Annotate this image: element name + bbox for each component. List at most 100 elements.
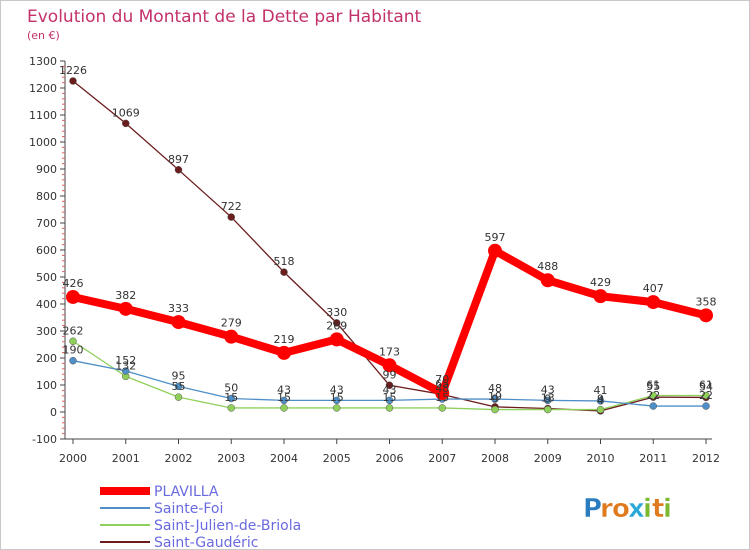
x-tick-label: 2000 xyxy=(59,452,87,465)
data-point xyxy=(702,391,710,400)
data-label: 219 xyxy=(274,333,295,346)
data-point xyxy=(435,386,450,401)
logo-letter: o xyxy=(612,494,630,524)
legend-label: Saint-Julien-de-Briola xyxy=(154,518,301,534)
data-point xyxy=(596,405,605,414)
logo-letter: r xyxy=(600,494,613,524)
data-point xyxy=(227,213,235,221)
logo-letter: i xyxy=(643,494,652,524)
logo-letter: t xyxy=(652,494,664,524)
y-tick-label: 500 xyxy=(36,271,57,284)
proxiti-logo: Pr oxi ti xyxy=(583,494,672,525)
data-point xyxy=(438,404,446,412)
data-label: 597 xyxy=(485,231,506,244)
data-label: 70 xyxy=(435,373,449,386)
data-label: 15 xyxy=(330,391,344,404)
y-tick-label: 600 xyxy=(36,244,57,257)
data-point xyxy=(385,396,394,405)
data-point xyxy=(491,405,499,414)
data-point xyxy=(280,396,288,405)
data-label: 55 xyxy=(646,380,660,393)
legend: PLAVILLASainte-FoiSaint-Julien-de-Briola… xyxy=(100,484,301,550)
data-label: 4 xyxy=(597,394,604,407)
data-label: 9 xyxy=(492,393,499,406)
data-point xyxy=(122,367,130,375)
y-tick-label: 0 xyxy=(50,406,57,419)
data-label: 9 xyxy=(544,393,551,406)
chart-subtitle: (en €) xyxy=(27,29,60,42)
legend-label: Saint-Gaudéric xyxy=(154,535,258,550)
data-point xyxy=(69,356,77,365)
data-point xyxy=(69,77,77,85)
data-point xyxy=(649,391,657,400)
data-point xyxy=(174,393,183,401)
data-point xyxy=(699,308,713,323)
data-label: 358 xyxy=(696,295,717,308)
data-label: 132 xyxy=(115,359,136,372)
data-label: 55 xyxy=(172,380,186,393)
x-tick-label: 2012 xyxy=(692,452,720,465)
data-label: 61 xyxy=(699,379,713,392)
data-label: 48 xyxy=(435,382,449,395)
data-label: 13 xyxy=(541,391,555,404)
data-label: 426 xyxy=(63,277,84,290)
y-tick-label: 1200 xyxy=(29,82,57,95)
data-label: 518 xyxy=(274,255,295,268)
data-label: 429 xyxy=(590,276,611,289)
data-label: 1069 xyxy=(112,106,140,119)
data-label: 488 xyxy=(537,260,558,273)
data-label: 262 xyxy=(63,324,84,337)
data-label: 41 xyxy=(594,384,608,397)
x-tick-label: 2008 xyxy=(481,452,509,465)
data-label: 897 xyxy=(168,153,189,166)
data-point xyxy=(227,404,235,412)
data-point xyxy=(540,273,555,288)
data-point xyxy=(491,395,499,403)
x-tick-label: 2004 xyxy=(270,452,298,465)
series-layer xyxy=(66,77,713,415)
data-point xyxy=(280,268,288,276)
data-label: 333 xyxy=(168,302,189,315)
data-label: 95 xyxy=(172,369,186,382)
data-label: 54 xyxy=(699,380,713,393)
data-point xyxy=(224,329,239,344)
data-point xyxy=(66,289,80,304)
data-label: 15 xyxy=(277,391,291,404)
x-tick-label: 2010 xyxy=(587,452,615,465)
x-tick-label: 2003 xyxy=(217,452,245,465)
data-label: 99 xyxy=(383,368,397,381)
data-label: 190 xyxy=(63,344,84,357)
data-label: 65 xyxy=(435,377,449,390)
data-point xyxy=(702,402,710,410)
data-label: 15 xyxy=(224,391,238,404)
x-tick-label: 2002 xyxy=(165,452,193,465)
data-point xyxy=(329,332,344,347)
y-tick-label: 800 xyxy=(36,190,57,203)
data-point xyxy=(382,358,397,373)
data-point xyxy=(118,301,133,316)
y-tick-label: -100 xyxy=(32,433,57,446)
data-point xyxy=(488,243,502,258)
data-label: 48 xyxy=(488,382,502,395)
data-point xyxy=(174,166,183,174)
data-label: 43 xyxy=(330,383,344,396)
data-point xyxy=(227,394,235,403)
x-tick-label: 2009 xyxy=(534,452,562,465)
data-point xyxy=(385,381,394,390)
data-label: 382 xyxy=(115,289,136,302)
logo-letter: P xyxy=(583,494,602,524)
data-point xyxy=(280,404,288,412)
data-point xyxy=(333,319,341,327)
y-tick-label: 100 xyxy=(36,379,57,392)
data-label: 1226 xyxy=(59,64,87,77)
data-point xyxy=(333,396,341,405)
data-label: 722 xyxy=(221,200,242,213)
data-label: 43 xyxy=(383,383,397,396)
data-label: 15 xyxy=(435,391,449,404)
data-point xyxy=(122,119,130,128)
data-point xyxy=(649,402,657,410)
data-point xyxy=(277,345,291,360)
legend-label: PLAVILLA xyxy=(154,484,219,500)
